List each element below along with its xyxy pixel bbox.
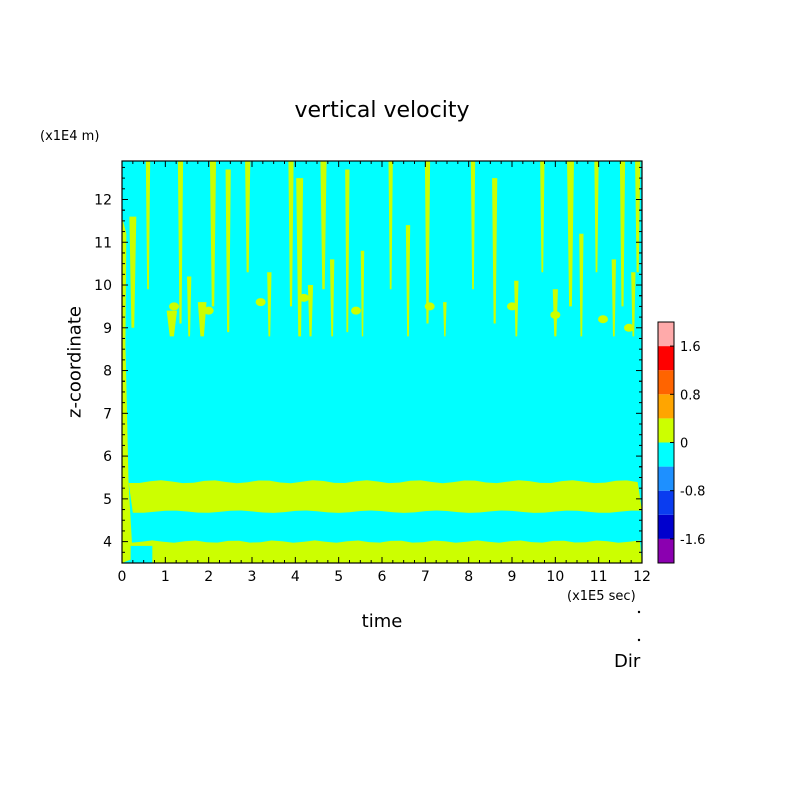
colorbar-tick-label: 0	[680, 437, 688, 452]
y-tick-label: 8	[103, 364, 112, 380]
x-tick-label: 2	[204, 569, 213, 585]
upward-streak	[470, 161, 476, 290]
colorbar-swatch	[658, 538, 674, 563]
x-tick-label: 11	[590, 569, 608, 585]
colorbar-swatch	[658, 514, 674, 539]
colorbar-swatch	[658, 394, 674, 419]
y-tick-label: 6	[103, 449, 112, 465]
x-tick-label: 7	[421, 569, 430, 585]
x-tick-label: 6	[378, 569, 387, 585]
colorbar-tick-label: -0.8	[680, 485, 705, 500]
upward-streak	[594, 161, 599, 273]
upward-blob	[351, 306, 361, 315]
upward-blob	[255, 298, 266, 307]
upward-streak	[619, 161, 626, 307]
colorbar-swatch	[658, 490, 674, 515]
y-tick-label: 7	[103, 406, 112, 422]
chart-title: vertical velocity	[294, 98, 470, 123]
region-notch	[130, 545, 153, 563]
x-tick-label: 9	[508, 569, 517, 585]
upward-blob	[598, 315, 608, 324]
x-tick-label: 12	[633, 569, 651, 585]
upward-streak	[540, 161, 545, 273]
upward-streak	[514, 280, 519, 337]
region-left-edge	[122, 216, 133, 563]
x-tick-label: 0	[118, 569, 127, 585]
upward-streak	[579, 233, 584, 337]
upward-streak	[129, 216, 137, 328]
upward-streak	[209, 161, 217, 307]
y-tick-label: 9	[103, 321, 112, 337]
upward-blob	[624, 323, 634, 332]
x-tick-label: 5	[334, 569, 343, 585]
upward-blob	[550, 310, 561, 319]
colorbar-swatch	[658, 466, 674, 491]
colorbar-tick-label: 1.6	[680, 340, 701, 355]
upward-streak	[345, 169, 350, 333]
colorbar-swatch	[658, 442, 674, 467]
colorbar-swatch	[658, 370, 674, 395]
upward-blob	[424, 302, 435, 311]
upward-streak	[187, 276, 192, 337]
upward-streak	[443, 302, 447, 337]
x-tick-label: 10	[546, 569, 564, 585]
upward-streak	[424, 161, 431, 324]
region-lower-band	[130, 540, 642, 563]
upward-streak	[567, 161, 574, 307]
colorbar-swatch	[658, 418, 674, 443]
upward-blob	[203, 306, 214, 315]
upward-streak	[405, 225, 411, 337]
x-tick-label: 4	[291, 569, 300, 585]
upward-blob	[169, 302, 179, 311]
upward-streak	[307, 285, 314, 337]
y-tick-label: 10	[94, 278, 112, 294]
x-axis-unit: (x1E5 sec)	[567, 589, 636, 604]
upward-streak	[611, 259, 616, 337]
upward-streak	[631, 272, 636, 337]
upward-streak	[177, 161, 184, 324]
upward-streak	[225, 169, 231, 333]
y-axis-unit: (x1E4 m)	[40, 129, 100, 144]
y-tick-label: 4	[103, 535, 112, 551]
upward-streak	[330, 259, 335, 337]
x-tick-label: 3	[248, 569, 257, 585]
upward-blob	[299, 293, 309, 302]
colorbar-tick-label: 0.8	[680, 388, 701, 403]
colorbar-swatch	[658, 322, 674, 347]
upward-streak	[245, 161, 251, 273]
upward-blob	[507, 302, 517, 311]
region-upward-band	[128, 480, 642, 513]
x-axis-label: time	[361, 611, 403, 632]
upward-streak	[388, 161, 393, 290]
upward-streak	[635, 161, 641, 273]
upward-streak	[360, 250, 365, 337]
x-tick-label: 8	[464, 569, 473, 585]
x-tick-label: 1	[161, 569, 170, 585]
upward-streak	[288, 161, 294, 307]
y-tick-label: 12	[94, 192, 112, 208]
upward-streak	[145, 161, 151, 290]
upward-streak	[166, 310, 178, 337]
upward-streak	[492, 178, 498, 324]
upward-streak	[267, 272, 272, 337]
y-tick-label: 11	[94, 235, 112, 251]
colorbar-tick-label: -1.6	[680, 533, 705, 548]
direction-marker-dots	[637, 610, 641, 642]
upward-streak	[320, 161, 327, 290]
direction-label: Dir	[614, 651, 641, 672]
colorbar-swatch	[658, 346, 674, 371]
y-tick-label: 5	[103, 492, 112, 508]
